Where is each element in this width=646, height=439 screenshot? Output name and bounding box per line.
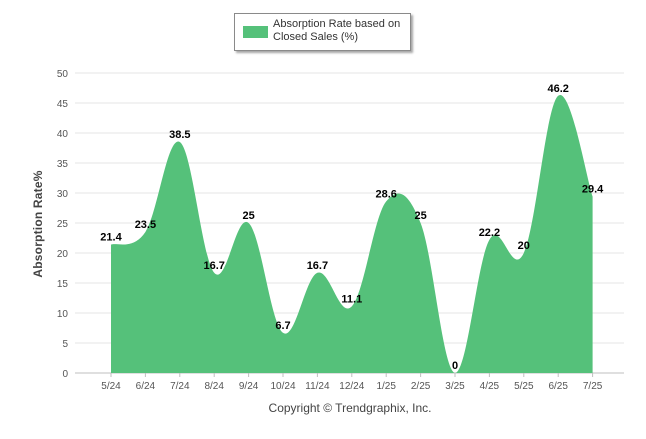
x-tick-label: 7/25 (583, 381, 603, 392)
y-tick-label: 15 (57, 279, 69, 290)
y-tick-label: 50 (57, 69, 69, 80)
y-axis-ticks: 0 5 10 15 20 25 30 35 40 45 50 (57, 69, 69, 380)
data-label: 6.7 (275, 320, 290, 332)
y-axis-title: Absorption Rate% (31, 170, 45, 278)
data-label: 0 (452, 360, 458, 372)
x-axis-ticks: 5/24 6/24 7/24 8/24 9/24 10/24 11/24 12/24 1/25 2… (101, 373, 603, 392)
data-label: 20 (518, 240, 530, 252)
data-labels: 21.4 23.5 38.5 16.7 25 6.7 16.7 11.1 28.6 25 0 22.2… (100, 83, 604, 372)
x-tick-label: 4/25 (480, 381, 500, 392)
y-tick-label: 30 (57, 189, 69, 200)
data-label: 23.5 (135, 219, 156, 231)
x-tick-label: 8/24 (204, 381, 224, 392)
data-label: 25 (414, 210, 426, 222)
data-label: 16.7 (203, 260, 224, 272)
data-label: 46.2 (547, 83, 568, 95)
x-tick-label: 6/24 (136, 381, 156, 392)
legend-label: Absorption Rate based on Closed Sales (%… (273, 18, 409, 44)
y-tick-label: 10 (57, 309, 69, 320)
legend[interactable]: Absorption Rate based on Closed Sales (%… (234, 13, 411, 51)
x-tick-label: 5/25 (514, 381, 534, 392)
x-tick-label: 5/24 (101, 381, 121, 392)
data-label: 16.7 (307, 260, 328, 272)
x-tick-label: 1/25 (376, 381, 396, 392)
series-area (111, 95, 593, 373)
data-label: 25 (242, 210, 254, 222)
x-tick-label: 2/25 (411, 381, 431, 392)
y-tick-label: 35 (57, 159, 69, 170)
y-tick-label: 45 (57, 99, 69, 110)
legend-label-line2: Closed Sales (%) (273, 31, 358, 43)
data-label: 29.4 (582, 184, 604, 196)
legend-swatch (243, 26, 268, 38)
data-label: 21.4 (100, 232, 122, 244)
data-label: 28.6 (375, 188, 396, 200)
x-tick-label: 9/24 (239, 381, 259, 392)
x-tick-label: 11/24 (305, 381, 330, 392)
y-tick-label: 25 (57, 219, 69, 230)
x-tick-label: 7/24 (170, 381, 190, 392)
data-label: 11.1 (341, 293, 362, 305)
data-label: 38.5 (169, 129, 190, 141)
y-tick-label: 5 (62, 339, 68, 350)
legend-label-line1: Absorption Rate based on (273, 18, 401, 30)
data-label: 22.2 (479, 227, 500, 239)
x-tick-label: 10/24 (270, 381, 295, 392)
x-tick-label: 6/25 (548, 381, 568, 392)
copyright-text: Copyright © Trendgraphix, Inc. (268, 401, 432, 415)
x-tick-label: 12/24 (339, 381, 364, 392)
series-area-path (111, 95, 593, 373)
x-tick-label: 3/25 (445, 381, 465, 392)
y-tick-label: 40 (57, 129, 69, 140)
y-tick-label: 20 (57, 249, 69, 260)
y-tick-label: 0 (62, 369, 68, 380)
